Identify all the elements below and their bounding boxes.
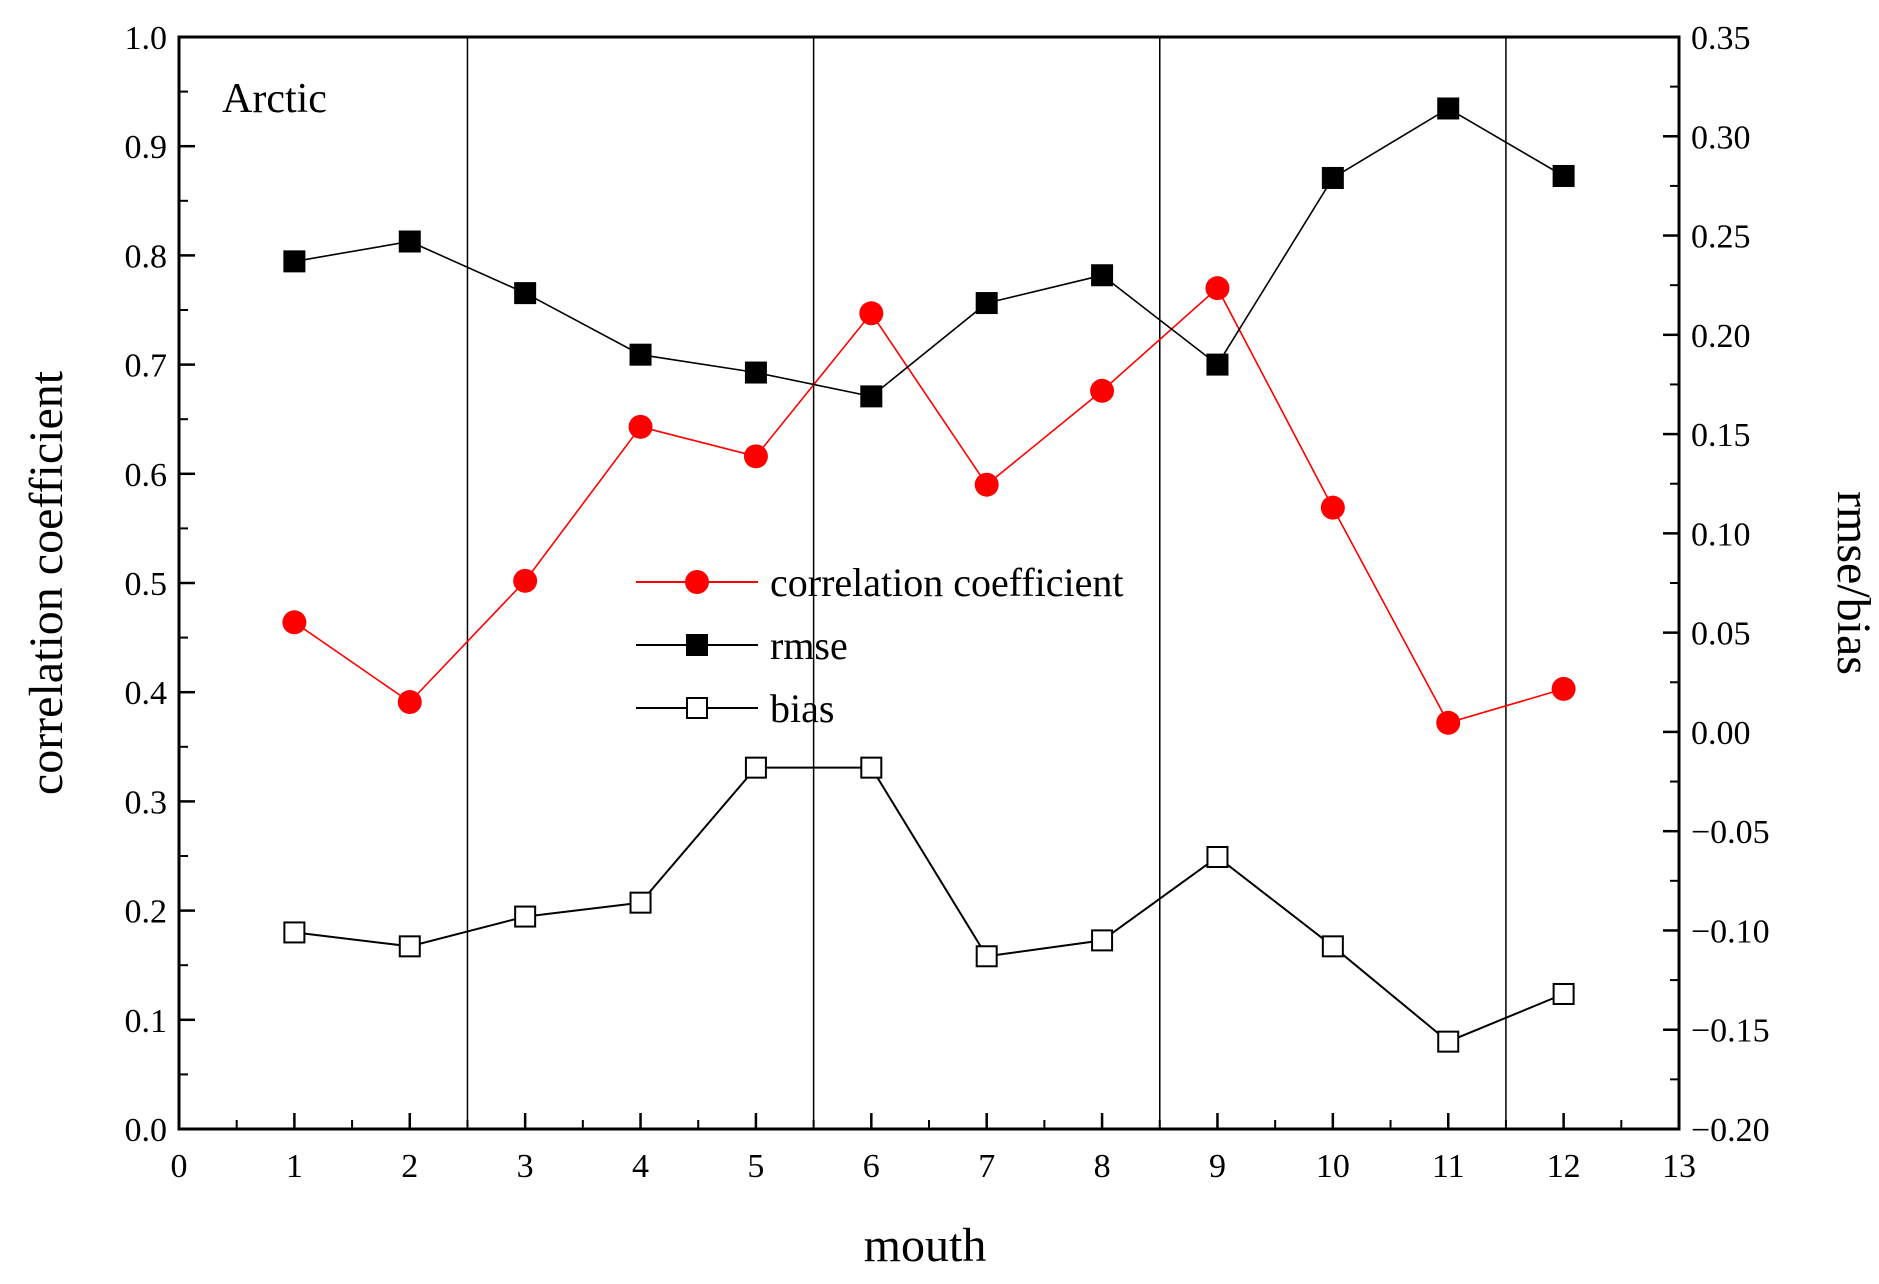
data-point-bias-11 <box>1437 1030 1460 1053</box>
y2-tick-labels: −0.20 −0.15 −0.10 −0.05 0.00 0.05 0.10 0.15 0.20… <box>1691 20 1770 1149</box>
y2-tick-label: −0.15 <box>1691 1013 1770 1050</box>
y2-tick-label: 0.15 <box>1691 417 1751 454</box>
legend-entry-rmse: rmse <box>636 623 848 668</box>
y-axis-title: correlation coefficient <box>20 370 73 795</box>
data-point-bias-7 <box>975 945 998 968</box>
data-point-correlation-coefficient-12 <box>1551 676 1576 701</box>
data-point-bias-10 <box>1321 935 1344 958</box>
y2-tick-label: 0.00 <box>1691 715 1751 752</box>
data-point-correlation-coefficient-4 <box>628 414 653 439</box>
x-axis-title: mouth <box>864 1219 987 1272</box>
y-tick-label: 0.0 <box>125 1112 168 1149</box>
data-point-bias-8 <box>1091 929 1114 952</box>
series-lines <box>293 107 1565 1043</box>
data-point-rmse-5 <box>744 361 767 384</box>
axis-ticks <box>177 35 1681 1131</box>
data-point-rmse-4 <box>629 343 652 366</box>
legend-label-rmse: rmse <box>770 623 848 668</box>
data-point-bias-4 <box>629 891 652 914</box>
legend-label-correlation: correlation coefficient <box>770 560 1124 605</box>
data-point-correlation-coefficient-3 <box>513 568 538 593</box>
y-tick-label: 0.1 <box>125 1003 168 1040</box>
x-tick-label: 10 <box>1316 1148 1350 1185</box>
y-tick-label: 1.0 <box>125 20 168 57</box>
y2-axis-title: rmse/bias <box>1827 491 1879 675</box>
data-point-rmse-10 <box>1321 166 1344 189</box>
legend-entry-bias: bias <box>636 686 834 731</box>
x-tick-label: 7 <box>978 1148 995 1185</box>
data-point-rmse-7 <box>975 292 998 315</box>
x-tick-label: 3 <box>517 1148 534 1185</box>
series-line-correlation-coefficient <box>293 286 1564 724</box>
x-tick-label: 12 <box>1547 1148 1581 1185</box>
x-tick-label: 5 <box>747 1148 764 1185</box>
legend-entry-correlation: correlation coefficient <box>636 560 1124 605</box>
data-point-correlation-coefficient-8 <box>1090 378 1115 403</box>
data-point-bias-6 <box>860 756 883 779</box>
data-point-correlation-coefficient-11 <box>1436 710 1461 735</box>
y2-tick-label: 0.35 <box>1691 20 1751 57</box>
data-point-correlation-coefficient-7 <box>974 472 999 497</box>
y2-tick-label: 0.30 <box>1691 119 1751 156</box>
series-line-bias <box>294 766 1564 1043</box>
data-point-bias-9 <box>1206 845 1229 868</box>
data-point-rmse-8 <box>1091 264 1114 287</box>
data-point-bias-2 <box>398 935 421 958</box>
y-tick-labels: 0.0 0.1 0.2 0.3 0.4 0.5 0.6 0.7 0.8 0.9 1.0 <box>125 20 168 1149</box>
data-point-rmse-12 <box>1552 164 1575 187</box>
legend-label-bias: bias <box>770 686 834 731</box>
data-point-rmse-1 <box>283 250 306 273</box>
data-point-bias-12 <box>1552 982 1575 1005</box>
y-tick-label: 0.7 <box>125 348 168 385</box>
data-point-rmse-11 <box>1437 97 1460 120</box>
x-tick-label: 9 <box>1209 1148 1226 1185</box>
y-tick-label: 0.4 <box>125 675 168 712</box>
data-point-bias-1 <box>283 921 306 944</box>
x-tick-label: 4 <box>632 1148 649 1185</box>
legend: correlation coefficient rmse bias <box>636 560 1124 731</box>
data-point-rmse-6 <box>860 385 883 408</box>
y2-tick-label: −0.05 <box>1691 814 1770 851</box>
data-point-correlation-coefficient-6 <box>859 301 884 326</box>
panel-label: Arctic <box>222 76 327 122</box>
series-markers <box>282 97 1576 1053</box>
legend-marker-bias <box>686 697 708 719</box>
x-tick-labels: 0 1 2 3 4 5 6 7 8 9 10 11 12 13 <box>171 1148 1697 1185</box>
x-tick-label: 8 <box>1094 1148 1111 1185</box>
y2-tick-label: −0.10 <box>1691 913 1770 950</box>
x-tick-label: 2 <box>401 1148 418 1185</box>
x-tick-label: 6 <box>863 1148 880 1185</box>
x-tick-label: 11 <box>1432 1148 1465 1185</box>
y-tick-label: 0.8 <box>125 238 168 275</box>
data-point-bias-3 <box>514 905 537 928</box>
y2-tick-label: 0.10 <box>1691 516 1751 553</box>
data-point-correlation-coefficient-10 <box>1320 495 1345 520</box>
data-point-rmse-9 <box>1206 353 1229 376</box>
season-dividers <box>466 37 1507 1129</box>
y-tick-label: 0.6 <box>125 457 168 494</box>
x-tick-label: 13 <box>1662 1148 1696 1185</box>
legend-marker-correlation <box>685 570 709 594</box>
data-point-bias-5 <box>744 756 767 779</box>
series-line-rmse <box>294 107 1565 398</box>
y2-tick-label: 0.20 <box>1691 318 1751 355</box>
data-point-correlation-coefficient-2 <box>397 690 422 715</box>
x-tick-label: 0 <box>171 1148 188 1185</box>
legend-marker-rmse <box>686 634 708 656</box>
y-tick-label: 0.3 <box>125 784 168 821</box>
data-point-correlation-coefficient-9 <box>1205 276 1230 301</box>
y-tick-label: 0.9 <box>125 129 168 166</box>
y2-tick-label: 0.05 <box>1691 616 1751 653</box>
data-point-rmse-2 <box>398 230 421 253</box>
data-point-rmse-3 <box>514 282 537 305</box>
y2-tick-label: 0.25 <box>1691 219 1751 256</box>
data-point-correlation-coefficient-5 <box>743 444 768 469</box>
data-point-correlation-coefficient-1 <box>282 610 307 635</box>
x-tick-label: 1 <box>286 1148 303 1185</box>
y-tick-label: 0.5 <box>125 566 168 603</box>
y-tick-label: 0.2 <box>125 894 168 931</box>
y2-tick-label: −0.20 <box>1691 1112 1770 1149</box>
